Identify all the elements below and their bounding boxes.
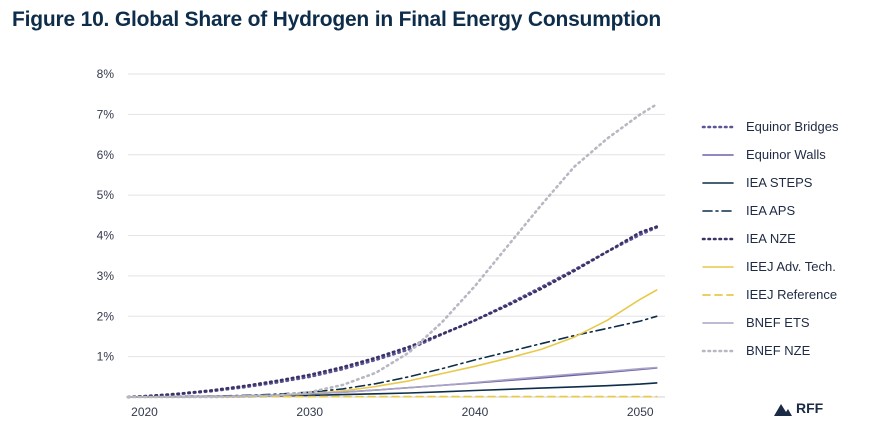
y-tick-label: 7%: [97, 107, 115, 121]
legend-swatch: [702, 154, 734, 156]
y-tick-label: 1%: [97, 350, 115, 364]
y-tick-label: 4%: [97, 229, 115, 243]
legend: Equinor Bridges Equinor Walls IEA STEPS IEA…: [700, 115, 875, 367]
series-line-iea-steps: [127, 382, 658, 398]
legend-item: BNEF ETS: [700, 311, 875, 339]
legend-item: IEA NZE: [700, 227, 875, 255]
legend-swatch: [702, 294, 734, 296]
legend-item: Equinor Bridges: [700, 115, 875, 143]
legend-label: IEA APS: [746, 203, 796, 218]
legend-item: IEEJ Adv. Tech.: [700, 255, 875, 283]
y-tick-label: 2%: [97, 309, 115, 323]
y-tick-label: 8%: [97, 67, 115, 81]
series-line-ieej-adv-tech: [127, 289, 658, 398]
legend-label: BNEF NZE: [746, 343, 811, 358]
series-line-equinor-bridges: [126, 226, 658, 399]
x-tick-label: 2050: [627, 405, 654, 419]
legend-label: IEEJ Adv. Tech.: [746, 259, 836, 274]
mountain-icon: [774, 404, 792, 416]
x-tick-label: 2030: [296, 405, 323, 419]
legend-label: Equinor Bridges: [746, 119, 839, 134]
legend-swatch: [702, 182, 734, 184]
x-tick-label: 2040: [462, 405, 489, 419]
legend-swatch: [701, 125, 735, 129]
logo-text: RFF: [796, 400, 824, 416]
legend-label: BNEF ETS: [746, 315, 810, 330]
series-line-iea-nze: [126, 225, 658, 399]
legend-item: Equinor Walls: [700, 143, 875, 171]
legend-swatch: [701, 237, 735, 241]
series-line-bnef-nze: [126, 103, 658, 399]
chart-title: Figure 10. Global Share of Hydrogen in F…: [12, 8, 661, 31]
y-tick-label: 3%: [97, 269, 115, 283]
legend-label: IEA STEPS: [746, 175, 813, 190]
legend-label: IEA NZE: [746, 231, 796, 246]
series-line-bnef-ets: [127, 366, 658, 398]
legend-label: IEEJ Reference: [746, 287, 838, 302]
x-tick-label: 2020: [131, 405, 158, 419]
legend-swatch: [701, 349, 735, 353]
legend-swatch: [702, 210, 734, 212]
series-lines: [126, 103, 658, 399]
y-tick-label: 6%: [97, 148, 115, 162]
legend-swatch: [702, 322, 734, 324]
legend-swatch: [702, 266, 734, 268]
gridlines: [128, 73, 665, 398]
legend-label: Equinor Walls: [746, 147, 826, 162]
legend-item: IEA APS: [700, 199, 875, 227]
y-tick-label: 5%: [97, 188, 115, 202]
legend-item: IEA STEPS: [700, 171, 875, 199]
y-tick-labels: 1% 2% 3% 4% 5% 6% 7% 8%: [97, 67, 115, 364]
legend-item: BNEF NZE: [700, 339, 875, 367]
legend-item: IEEJ Reference: [700, 283, 875, 311]
x-tick-labels: 2020 2030 2040 2050: [131, 405, 654, 419]
